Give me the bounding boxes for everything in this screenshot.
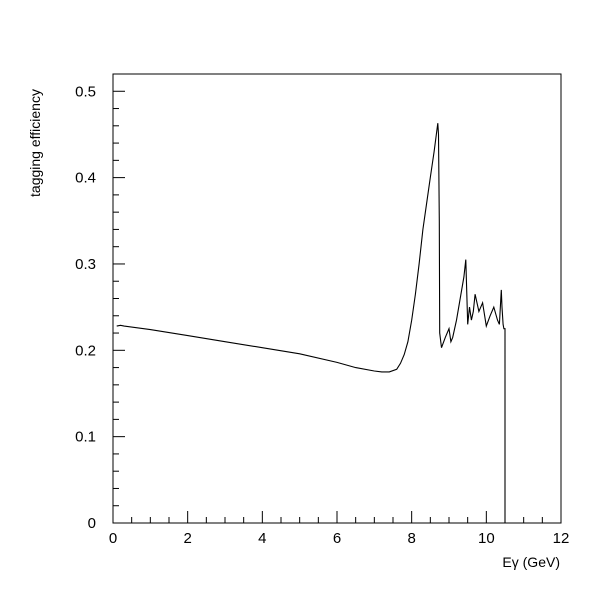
y-tick-label: 0.4	[75, 170, 96, 187]
x-axis-label: Eγ (GeV)	[502, 554, 560, 570]
y-tick-label: 0.5	[75, 83, 96, 100]
tick-labels: 0 2 4 6 8 10 12 0 0.1 0.2 0.3 0.4 0.5	[75, 83, 569, 547]
plot-axes	[112, 73, 562, 524]
x-tick-label: 6	[333, 530, 341, 547]
efficiency-line	[116, 123, 506, 523]
y-axis-label: tagging efficiency	[27, 89, 43, 197]
plot-data	[116, 123, 506, 523]
x-tick-label: 2	[183, 530, 191, 547]
x-tick-label: 10	[478, 530, 495, 547]
y-tick-label: 0.2	[75, 342, 96, 359]
x-tick-label: 0	[109, 530, 117, 547]
y-tick-label: 0.3	[75, 256, 96, 273]
y-tick-label: 0.1	[75, 429, 96, 446]
x-tick-label: 4	[258, 530, 266, 547]
x-tick-label: 8	[407, 530, 415, 547]
x-tick-label: 12	[553, 530, 570, 547]
plot-frame	[112, 73, 562, 524]
y-tick-label: 0	[88, 515, 96, 532]
